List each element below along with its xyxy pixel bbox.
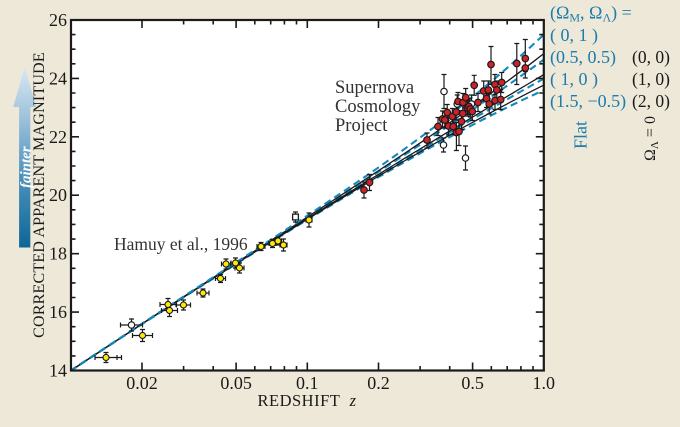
svg-text:0.1: 0.1: [296, 373, 319, 393]
svg-text:20: 20: [49, 185, 67, 205]
svg-text:14: 14: [49, 361, 67, 381]
svg-text:(0.5, 0.5): (0.5, 0.5): [550, 47, 616, 68]
svg-text:0.05: 0.05: [220, 373, 252, 393]
svg-text:Hamuy et al., 1996: Hamuy et al., 1996: [114, 234, 248, 254]
svg-text:fainter: fainter: [19, 146, 35, 188]
svg-text:(0, 0): (0, 0): [632, 47, 670, 67]
svg-text:(ΩM, ΩΛ) =: (ΩM, ΩΛ) =: [550, 3, 632, 25]
svg-text:( 1, 0 ): ( 1, 0 ): [550, 69, 598, 90]
svg-text:REDSHIFT z: REDSHIFT z: [257, 391, 356, 410]
svg-text:0.02: 0.02: [126, 373, 158, 393]
svg-text:0.5: 0.5: [461, 373, 484, 393]
svg-text:Project: Project: [335, 116, 388, 136]
svg-text:Flat: Flat: [571, 121, 591, 149]
svg-text:( 0, 1 ): ( 0, 1 ): [550, 25, 598, 46]
svg-text:22: 22: [49, 127, 67, 147]
svg-text:24: 24: [49, 68, 67, 88]
svg-text:(1, 0): (1, 0): [632, 69, 670, 89]
svg-text:26: 26: [49, 10, 67, 30]
svg-text:16: 16: [49, 302, 67, 322]
svg-text:CORRECTED APPARENT MAGNITUDE: CORRECTED APPARENT MAGNITUDE: [31, 52, 48, 338]
svg-text:18: 18: [49, 244, 67, 264]
svg-text:Cosmology: Cosmology: [335, 97, 421, 117]
svg-text:(1.5, −0.5): (1.5, −0.5): [550, 91, 626, 112]
svg-text:1.0: 1.0: [533, 373, 556, 393]
svg-text:0.2: 0.2: [367, 373, 390, 393]
svg-text:Supernova: Supernova: [335, 78, 414, 98]
svg-text:ΩΛ = 0: ΩΛ = 0: [642, 116, 661, 161]
svg-text:(2, 0): (2, 0): [632, 91, 670, 111]
